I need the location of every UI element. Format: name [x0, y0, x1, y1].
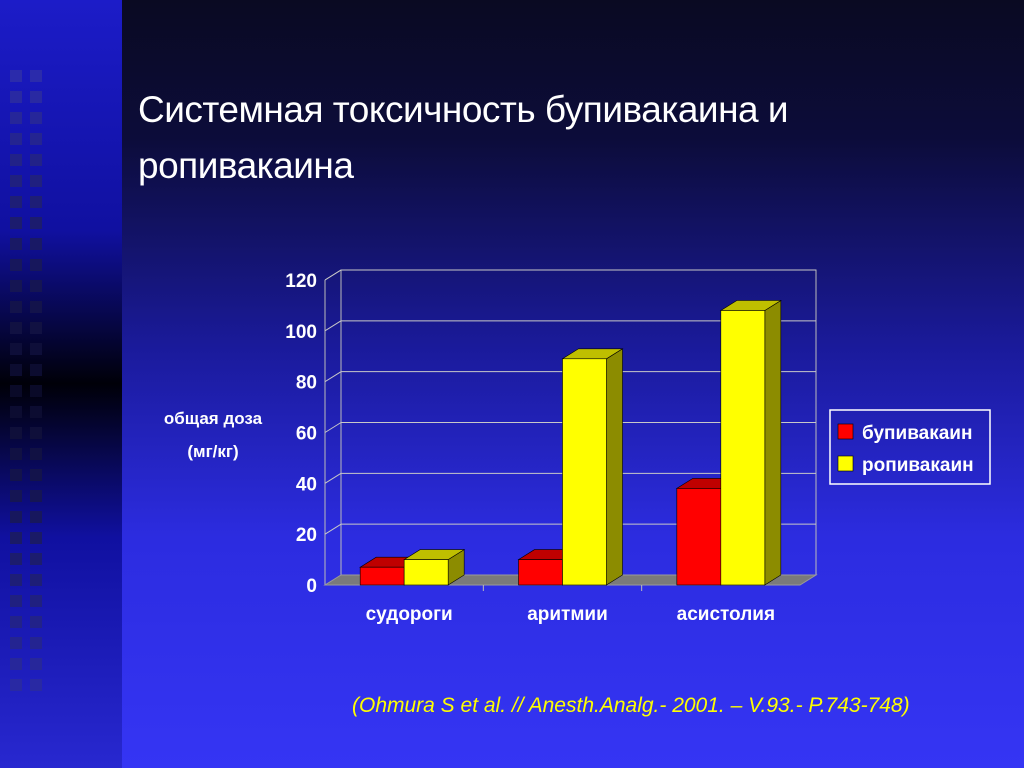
decor-square: [30, 259, 42, 271]
decor-square: [10, 469, 22, 481]
decor-square: [30, 154, 42, 166]
decor-square: [10, 259, 22, 271]
decor-square: [30, 280, 42, 292]
decor-square: [30, 70, 42, 82]
x-tick-label: асистолия: [677, 604, 775, 625]
bar-side: [606, 348, 623, 586]
decor-square: [10, 532, 22, 544]
decor-square: [30, 469, 42, 481]
y-tick-label: 40: [296, 474, 317, 495]
decor-square: [10, 658, 22, 670]
decor-square: [30, 574, 42, 586]
decor-square: [30, 427, 42, 439]
decor-square: [10, 91, 22, 103]
decor-square: [30, 511, 42, 523]
decor-square: [10, 133, 22, 145]
y-tick-label: 100: [285, 322, 317, 343]
y-axis-title: (мг/кг): [187, 442, 238, 461]
gridline-side: [324, 523, 342, 535]
slide-title: Системная токсичность бупивакаина и ропи…: [138, 89, 789, 186]
gridline-side: [324, 371, 342, 383]
decor-square: [10, 490, 22, 502]
decor-square: [10, 448, 22, 460]
decor-square: [30, 112, 42, 124]
bar: [359, 566, 405, 586]
decor-square: [30, 490, 42, 502]
y-tick-label: 20: [296, 525, 317, 546]
legend-swatch: [837, 455, 854, 472]
gridline-side: [324, 269, 342, 281]
decor-square: [10, 238, 22, 250]
legend-box: [829, 409, 991, 485]
decor-square: [10, 70, 22, 82]
decor-square: [10, 280, 22, 292]
bar: [518, 559, 563, 586]
decor-square: [10, 364, 22, 376]
bar: [562, 358, 607, 586]
decor-square: [10, 217, 22, 229]
decor-square: [10, 343, 22, 355]
y-axis-title: общая доза: [164, 409, 263, 428]
legend-swatch: [837, 423, 854, 440]
decor-square: [10, 553, 22, 565]
decor-square: [30, 301, 42, 313]
decor-square: [30, 637, 42, 649]
bar: [720, 310, 766, 586]
decor-square: [30, 364, 42, 376]
y-tick-label: 80: [296, 373, 317, 394]
decor-square: [30, 406, 42, 418]
decor-square: [10, 175, 22, 187]
decor-square: [30, 175, 42, 187]
decor-square: [30, 385, 42, 397]
decor-square: [30, 679, 42, 691]
decor-square: [30, 196, 42, 208]
decor-square: [10, 301, 22, 313]
gridline-side: [324, 422, 342, 433]
gridline-side: [324, 472, 342, 484]
decor-square: [10, 637, 22, 649]
decor-square: [10, 196, 22, 208]
decor-square: [10, 679, 22, 691]
decor-square: [30, 217, 42, 229]
decor-square: [10, 154, 22, 166]
decor-square: [10, 112, 22, 124]
decor-square: [30, 532, 42, 544]
decor-square: [10, 406, 22, 418]
decor-square: [30, 133, 42, 145]
bar-side: [764, 299, 782, 586]
decor-square: [30, 343, 42, 355]
decor-square: [10, 616, 22, 628]
y-tick-label: 60: [296, 424, 317, 445]
decor-square: [30, 322, 42, 334]
y-tick-label: 0: [306, 576, 317, 597]
decor-square: [10, 511, 22, 523]
decor-square: [30, 595, 42, 607]
x-tick-label: аритмии: [527, 604, 608, 625]
legend-label: ропивакаин: [862, 455, 974, 476]
decor-square: [10, 595, 22, 607]
x-tick-label: судороги: [366, 604, 453, 625]
decor-square: [10, 427, 22, 439]
decor-square: [30, 553, 42, 565]
decor-square: [30, 91, 42, 103]
decor-square: [10, 574, 22, 586]
y-tick-label: 120: [285, 271, 317, 292]
decor-square: [30, 238, 42, 250]
bar: [403, 559, 449, 586]
decor-square: [30, 616, 42, 628]
decor-square: [30, 448, 42, 460]
legend-label: бупивакаин: [862, 423, 972, 444]
decor-square: [10, 385, 22, 397]
decor-square: [30, 658, 42, 670]
bar: [676, 488, 722, 586]
citation: (Ohmura S et al. // Anesth.Analg.- 2001.…: [352, 694, 910, 717]
decor-square: [10, 322, 22, 334]
gridline-side: [324, 320, 342, 332]
